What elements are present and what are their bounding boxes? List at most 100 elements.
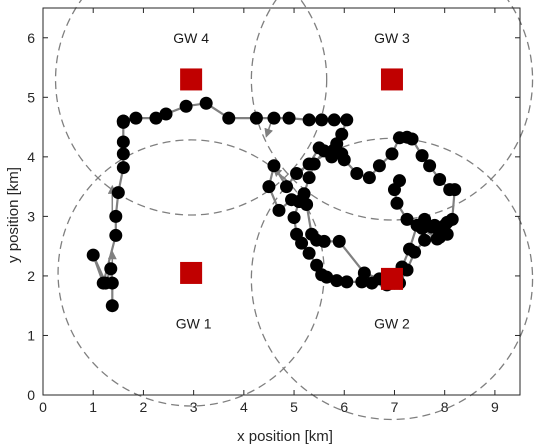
trajectory-point (262, 180, 276, 194)
trajectory-point (327, 143, 341, 157)
gateway-label-gw2: GW 2 (374, 316, 410, 332)
trajectory-point (365, 276, 379, 290)
trajectory-point (390, 196, 404, 210)
y-tick-label: 5 (27, 89, 35, 105)
trajectory-point (317, 234, 331, 248)
x-tick-label: 1 (89, 399, 97, 415)
y-tick-label: 1 (27, 327, 35, 343)
trajectory-point (290, 167, 304, 181)
gateway-label-gw1: GW 1 (176, 316, 212, 332)
trajectory-point (267, 111, 281, 125)
trajectory-point (327, 113, 341, 127)
trajectory-point (443, 183, 457, 197)
trajectory-point (392, 174, 406, 188)
trajectory-point (310, 258, 324, 272)
gateway-marker-gw4 (180, 68, 203, 91)
trajectory-point (302, 113, 316, 127)
trajectory-point (116, 135, 130, 149)
trajectory-point (315, 113, 329, 127)
coverage-circle-gw4 (54, 0, 328, 216)
axes: 0 1 2 3 4 5 6 7 8 9 0 1 2 3 4 5 6 (27, 7, 521, 415)
x-tick-label: 4 (240, 399, 248, 415)
trajectory-point (340, 275, 354, 289)
x-tick-label: 7 (391, 399, 399, 415)
gateway-marker-gw2 (380, 267, 403, 290)
trajectory-point (415, 149, 429, 163)
trajectory-point (423, 159, 437, 173)
plot-frame (42, 7, 521, 396)
trajectory-point (400, 212, 414, 226)
trajectory-point (287, 211, 301, 225)
trajectory-point (96, 276, 110, 290)
trajectory-point (317, 144, 331, 158)
gateways (180, 68, 403, 290)
trajectory-point (249, 111, 263, 125)
x-tick-label: 0 (39, 399, 47, 415)
x-tick-label: 9 (491, 399, 499, 415)
x-tick-label: 3 (190, 399, 198, 415)
trajectory-point (199, 96, 213, 110)
y-tick-label: 2 (27, 268, 35, 284)
trajectory-point (415, 221, 429, 235)
trajectory-point (340, 113, 354, 127)
gateway-marker-gw1 (180, 261, 203, 284)
trajectory-point (280, 180, 294, 194)
gateway-labels: GW 1 GW 2 GW 3 GW 4 (173, 30, 410, 332)
trajectory-point (332, 234, 346, 248)
trajectory-point (295, 236, 309, 250)
trajectory-point (267, 159, 281, 173)
y-tick-label: 0 (27, 387, 35, 403)
trajectory-point (330, 274, 344, 288)
trajectory-point (362, 171, 376, 185)
trajectory-point (440, 215, 454, 229)
y-tick-label: 6 (27, 30, 35, 46)
trajectory-point (149, 111, 163, 125)
trajectory-point (116, 147, 130, 161)
coverage-circle-gw2 (250, 137, 534, 421)
trajectory-point (408, 245, 422, 259)
trajectory-point (272, 203, 286, 217)
trajectory-point (433, 172, 447, 186)
trajectory-point (320, 270, 334, 284)
y-tick-label: 3 (27, 208, 35, 224)
gateway-label-gw4: GW 4 (173, 30, 209, 46)
trajectory-point (109, 209, 123, 223)
trajectory-point (355, 275, 369, 289)
trajectory-point (307, 157, 321, 171)
x-tick-label: 8 (441, 399, 449, 415)
trajectory-point (418, 233, 432, 247)
trajectory-point (104, 262, 118, 276)
gateway-marker-gw3 (380, 68, 403, 91)
trajectory-point (292, 195, 306, 208)
trajectory-point (302, 171, 316, 185)
trajectory-point (105, 299, 119, 313)
x-tick-label: 5 (290, 399, 298, 415)
x-axis-title: x position [km] (237, 428, 333, 445)
trajectory-point (116, 114, 130, 128)
trajectory-markers (86, 96, 462, 313)
trajectory-point (86, 248, 100, 262)
coverage-circles (54, 0, 534, 421)
trajectory-point (430, 232, 444, 246)
trajectory-point (385, 147, 399, 161)
trajectory-point (109, 228, 123, 242)
trajectory-point (350, 167, 364, 181)
trajectory-point (111, 186, 125, 200)
trajectory-point (129, 111, 143, 125)
trajectory-point (282, 111, 296, 125)
trajectory-point (116, 161, 130, 175)
trajectory-point (159, 107, 173, 121)
trajectory-point (222, 111, 236, 125)
trajectory-point (440, 227, 454, 241)
x-tick-label: 2 (140, 399, 148, 415)
gateway-label-gw3: GW 3 (374, 30, 410, 46)
y-tick-label: 4 (27, 149, 35, 165)
trajectory-point (179, 99, 193, 113)
trajectory-point (392, 131, 406, 145)
trajectory-point (335, 127, 349, 141)
trajectory-point (400, 263, 414, 277)
y-axis-title: y position [km] (5, 167, 22, 263)
x-tick-label: 6 (340, 399, 348, 415)
trajectory-point (372, 159, 386, 173)
